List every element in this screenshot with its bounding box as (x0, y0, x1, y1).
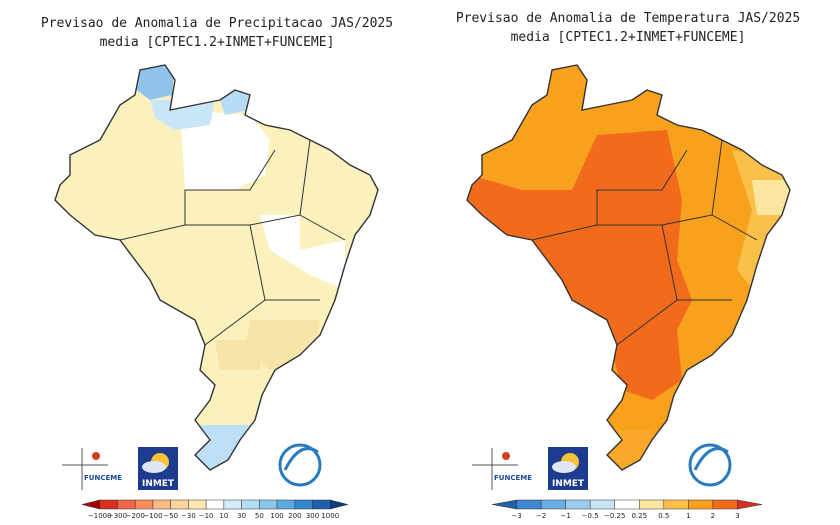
colorbar-label: −0.5 (582, 512, 599, 520)
colorbar-swatch (639, 499, 665, 510)
colorbar-label: −100 (143, 512, 162, 520)
map-subtitle: media [CPTEC1.2+INMET+FUNCEME] (100, 35, 335, 50)
colorbar-swatch (712, 499, 738, 510)
colorbar-label: 50 (255, 512, 264, 520)
colorbar-end (491, 499, 517, 510)
colorbar-label: 100 (270, 512, 283, 520)
logos: FUNCEME INMET (62, 443, 322, 490)
colorbar-swatch (134, 499, 154, 510)
colorbar-swatch (259, 499, 278, 510)
logo-text: INMET (552, 479, 585, 489)
map-title: Previsao de Anomalia de Precipitacao JAS… (41, 16, 393, 31)
colorbar-label: −1 (560, 512, 570, 520)
colorbar-swatch (540, 499, 566, 510)
colorbar-swatch (312, 499, 331, 510)
colorbar-label: 1000 (321, 512, 339, 520)
colorbar-label: 0.5 (658, 512, 669, 520)
temp-map: Previsao de Anomalia de Temperatura JAS/… (456, 11, 800, 471)
funceme-logo: FUNCEME (62, 448, 122, 490)
logo-text: FUNCEME (494, 474, 532, 482)
colorbar-swatch (241, 499, 260, 510)
colorbar-end (330, 499, 349, 510)
colorbar-swatch (276, 499, 296, 510)
colorbar-swatch (663, 499, 689, 510)
colorbar-swatch (205, 499, 225, 510)
colorbar-swatch (188, 499, 207, 510)
colorbar-swatch (614, 499, 640, 510)
colorbar-label: 200 (288, 512, 301, 520)
inmet-logo: INMET (138, 447, 178, 490)
colorbar-swatch (516, 499, 542, 510)
colorbar-label: −3 (511, 512, 521, 520)
colorbar-label: 2 (711, 512, 715, 520)
colorbar-swatch (117, 499, 136, 510)
colorbar-swatch (688, 499, 714, 510)
anomaly-patches (130, 65, 345, 470)
colorbar-label: −30 (181, 512, 196, 520)
colorbar-swatch (565, 499, 591, 510)
colorbar-label: −50 (163, 512, 178, 520)
colorbar-swatch (294, 499, 313, 510)
colorbar-end (81, 499, 100, 510)
colorbar-swatch (589, 499, 615, 510)
state-borders (466, 64, 791, 471)
colorbar-label: 1 (686, 512, 690, 520)
colorbar-label: 3 (735, 512, 739, 520)
colorbar-swatch (152, 499, 171, 510)
logos: FUNCEME INMET (472, 443, 732, 490)
anomaly-patches (467, 130, 790, 470)
precip-map: Previsao de Anomalia de Precipitacao JAS… (41, 16, 393, 471)
colorbar-label: −1000 (88, 512, 112, 520)
colorbar-label: −10 (199, 512, 214, 520)
colorbar-label: −0.25 (604, 512, 625, 520)
logo-text: INMET (142, 479, 175, 489)
inmet-logo: INMET (548, 447, 588, 490)
map-title: Previsao de Anomalia de Temperatura JAS/… (456, 11, 800, 26)
colorbar-end (737, 499, 763, 510)
logo-text: FUNCEME (84, 474, 122, 482)
inpe-logo (688, 443, 732, 487)
colorbar-swatch (223, 499, 242, 510)
colorbar-label: 30 (237, 512, 246, 520)
colorbar-swatch (170, 499, 189, 510)
colorbar-label: 0.25 (631, 512, 647, 520)
colorbar-label: 300 (306, 512, 319, 520)
colorbars: −1000−300−200−100 −50 −30 −10 10 30 50 100 200 30… (81, 499, 763, 520)
funceme-logo: FUNCEME (472, 448, 532, 490)
colorbar-label: 10 (219, 512, 228, 520)
colorbar-label: −200 (126, 512, 145, 520)
state-borders (54, 64, 379, 471)
inpe-logo (278, 443, 322, 487)
colorbar-label: −300 (108, 512, 127, 520)
map-subtitle: media [CPTEC1.2+INMET+FUNCEME] (511, 30, 746, 45)
colorbar-swatch (99, 499, 118, 510)
colorbar-label: −2 (536, 512, 546, 520)
